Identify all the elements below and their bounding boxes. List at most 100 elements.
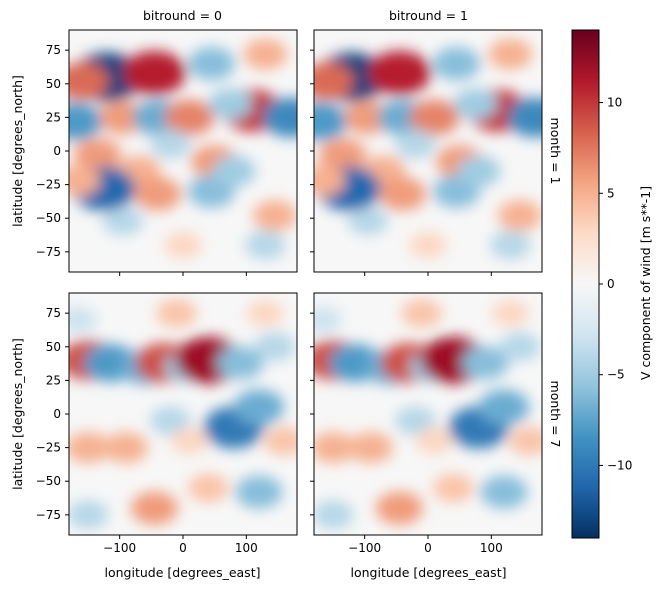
wind-feature	[489, 230, 531, 260]
x-tick-label: 0	[179, 541, 187, 555]
wind-feature	[379, 177, 427, 211]
wind-feature	[69, 62, 109, 100]
wind-feature	[263, 426, 297, 456]
colorbar-tick-label: −10	[607, 458, 632, 472]
y-tick-label: 75	[46, 43, 61, 57]
wind-feature	[244, 230, 286, 260]
wind-feature	[314, 306, 343, 334]
y-tick-label: −75	[36, 245, 61, 259]
y-tick-label: 75	[46, 306, 61, 320]
wind-feature	[318, 138, 367, 172]
colorbar-gradient	[572, 30, 599, 538]
col-title-0: bitround = 0	[143, 8, 222, 23]
wind-feature	[262, 97, 297, 138]
wind-feature	[69, 432, 110, 464]
wind-feature	[478, 389, 530, 425]
y-tick-label: −50	[36, 211, 61, 225]
col-title-1: bitround = 1	[389, 8, 468, 23]
wind-feature	[349, 432, 393, 464]
wind-feature	[314, 62, 354, 100]
wind-feature	[375, 491, 424, 525]
wind-feature	[69, 306, 98, 334]
wind-feature	[69, 165, 101, 197]
wind-feature	[208, 88, 253, 120]
wind-feature	[488, 38, 533, 70]
wind-feature	[344, 100, 392, 134]
wind-feature	[314, 165, 346, 197]
wind-feature	[99, 100, 147, 134]
wind-feature	[491, 299, 530, 327]
wind-feature	[394, 129, 436, 159]
y-tick-label: 0	[53, 407, 61, 421]
wind-feature	[314, 500, 354, 530]
colorbar-tick-label: 5	[607, 186, 615, 200]
wind-feature	[367, 50, 432, 96]
wind-feature	[187, 47, 236, 81]
wind-feature	[314, 102, 348, 141]
heatmap-panel-month-7-bitround-0	[69, 293, 297, 535]
y-tick-label: 50	[46, 77, 61, 91]
wind-feature	[104, 432, 148, 464]
x-tick-label: 0	[424, 541, 432, 555]
wind-feature	[149, 129, 191, 159]
row-title-1: month = 7	[548, 381, 563, 448]
wind-feature	[409, 99, 460, 136]
y-tick-label: 0	[53, 144, 61, 158]
wind-feature	[235, 475, 283, 509]
wind-feature	[409, 231, 447, 259]
y-tick-label: 25	[46, 110, 61, 124]
x-axis-label-col0: longitude [degrees_east]	[105, 565, 261, 580]
y-tick-label: −50	[36, 474, 61, 488]
y-tick-label: 25	[46, 373, 61, 387]
wind-feature	[211, 155, 256, 187]
wind-feature	[243, 38, 288, 70]
wind-feature	[394, 406, 436, 436]
wind-feature	[497, 200, 542, 232]
wind-feature	[401, 298, 443, 328]
x-tick-label: 100	[235, 541, 258, 555]
heatmap-panel-month-1-bitround-0	[69, 30, 297, 272]
y-tick-label: −25	[36, 178, 61, 192]
x-tick-label: 100	[480, 541, 503, 555]
wind-feature	[347, 206, 389, 236]
wind-feature	[216, 346, 264, 380]
wind-feature	[480, 475, 528, 509]
wind-feature	[252, 200, 297, 232]
y-tick-label: 50	[46, 340, 61, 354]
axes-ticks: 75 50 25 0 −25 −50 −75 −100 0 100 75 50 25 0 −25 −50 −75…	[36, 29, 543, 555]
wind-feature	[461, 346, 509, 380]
wind-feature	[507, 97, 542, 138]
wind-feature	[254, 332, 296, 362]
x-axis-label-col1: longitude [degrees_east]	[351, 565, 507, 580]
colorbar: 10 5 0 −5 −10	[571, 29, 632, 539]
colorbar-tick-label: 10	[607, 96, 622, 110]
wind-feature	[102, 206, 144, 236]
facet-labels: bitround = 0 bitround = 1 month = 1 mont…	[10, 8, 653, 580]
y-axis-label-row0: latitude [degrees_north]	[10, 75, 25, 227]
colorbar-tick-label: 0	[607, 277, 615, 291]
facet-panels	[69, 30, 542, 535]
wind-feature	[246, 299, 285, 327]
wind-feature	[508, 426, 542, 456]
wind-feature	[499, 332, 541, 362]
row-title-0: month = 1	[548, 118, 563, 185]
wind-feature	[164, 99, 215, 136]
wind-feature	[122, 50, 187, 96]
y-axis-label-row1: latitude [degrees_north]	[10, 338, 25, 490]
wind-feature	[432, 47, 481, 81]
wind-feature	[156, 298, 198, 328]
wind-feature	[415, 427, 454, 455]
y-tick-label: −25	[36, 441, 61, 455]
x-tick-label: −100	[348, 541, 381, 555]
x-tick-label: −100	[103, 541, 136, 555]
wind-feature	[69, 500, 109, 530]
wind-feature	[69, 102, 103, 141]
wind-feature	[164, 231, 202, 259]
heatmap-panel-month-7-bitround-1	[314, 293, 542, 535]
wind-feature	[453, 88, 498, 120]
wind-feature	[456, 155, 501, 187]
colorbar-tick-label: −5	[607, 368, 625, 382]
y-tick-label: −75	[36, 508, 61, 522]
wind-feature	[73, 138, 122, 172]
